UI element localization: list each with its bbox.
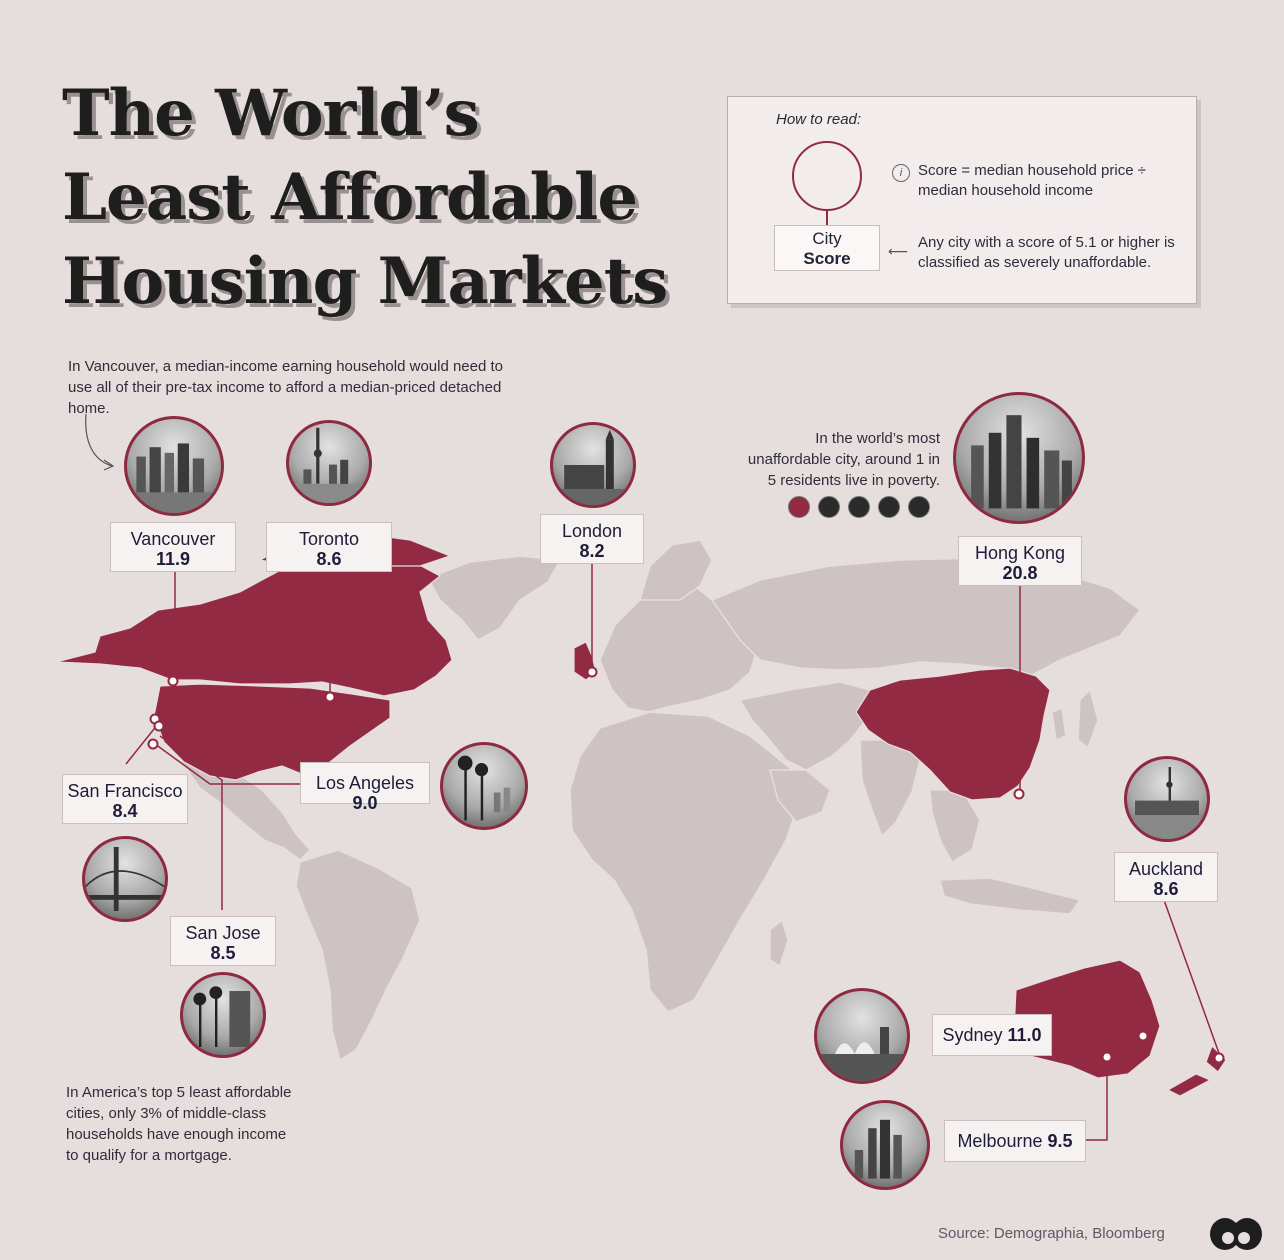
city-score: 8.2 (579, 541, 605, 561)
city-label-london: London 8.2 (540, 514, 644, 564)
city-label-toronto: Toronto 8.6 (266, 522, 392, 572)
madagascar-shape (769, 918, 789, 968)
city-name: San Francisco (67, 781, 183, 801)
city-name: Sydney (942, 1025, 1003, 1045)
arrow-left-icon: ⟵ (888, 243, 909, 259)
greenland-shape (426, 555, 562, 641)
city-label-vancouver: Vancouver 11.9 (110, 522, 236, 572)
india-shape (859, 739, 921, 838)
hongkong-photo (953, 392, 1085, 524)
city-name: Vancouver (130, 529, 216, 549)
southeast-asia-shape (929, 789, 981, 864)
city-name: Los Angeles (315, 773, 415, 793)
city-label-sanfrancisco: San Francisco 8.4 (62, 774, 188, 824)
scandinavia-shape (638, 539, 713, 601)
legend-photo-circle (792, 141, 862, 211)
city-name: Melbourne (957, 1131, 1043, 1151)
city-score: 8.6 (1153, 879, 1179, 899)
how-to-read-legend: How to read: City Score i Score = median… (727, 96, 1197, 304)
london-photo (550, 422, 636, 508)
city-name: Auckland (1128, 859, 1204, 879)
toronto-photo (286, 420, 372, 506)
person-icon (848, 496, 870, 518)
legend-definition: Score = median household price ÷ median … (918, 162, 1146, 199)
indonesia-shape (939, 877, 1082, 915)
city-name: London (561, 521, 623, 541)
vancouver-photo (124, 416, 224, 516)
city-name: Toronto (298, 529, 360, 549)
title-line-1: The World’s (62, 76, 480, 151)
city-score: 20.8 (1002, 563, 1038, 583)
africa-shape (569, 711, 801, 1013)
city-score: 11.9 (155, 549, 191, 569)
legend-threshold: Any city with a score of 5.1 or higher i… (918, 234, 1175, 271)
russia-shape (710, 557, 1142, 677)
middle-east-shape (738, 681, 871, 771)
vancouver-note: In Vancouver, a median-income earning ho… (68, 358, 504, 417)
japan-shape (1077, 688, 1099, 750)
city-label-sanjose: San Jose 8.5 (170, 916, 276, 966)
city-score: 8.6 (316, 549, 342, 569)
poverty-icons (788, 496, 938, 523)
hongkong-note: In the world’s most unaffordable city, a… (747, 430, 940, 489)
city-score: 8.5 (210, 943, 236, 963)
losangeles-photo (440, 742, 528, 830)
city-label-auckland: Auckland 8.6 (1114, 852, 1218, 902)
legend-city-box: City Score (774, 225, 880, 271)
legend-leader (826, 209, 828, 227)
sanjose-photo (180, 972, 266, 1058)
city-dots (147, 666, 1225, 1064)
melbourne-photo (840, 1100, 930, 1190)
south-america-shape (295, 849, 421, 1062)
legend-city-label: City (812, 229, 842, 248)
sanfrancisco-photo (82, 836, 168, 922)
sydney-photo (814, 988, 910, 1084)
visual-capitalist-logo-icon (1210, 1218, 1262, 1250)
land-masses (178, 539, 1142, 1062)
city-score: 11.0 (1007, 1025, 1042, 1045)
city-score: 9.0 (352, 793, 378, 813)
title-line-3: Housing Markets (62, 244, 668, 319)
city-label-hongkong: Hong Kong 20.8 (958, 536, 1082, 586)
page-title: The World’s Least Affordable Housing Mar… (62, 72, 668, 324)
city-score: 8.4 (112, 801, 138, 821)
person-icon (818, 496, 840, 518)
person-icon (878, 496, 900, 518)
info-icon: i (892, 164, 910, 182)
city-name: Hong Kong (974, 543, 1066, 563)
city-label-sydney: Sydney 11.0 (932, 1014, 1052, 1056)
source-credit: Source: Demographia, Bloomberg (938, 1225, 1165, 1242)
china-shape (855, 667, 1051, 801)
person-icon (788, 496, 810, 518)
canada-shape (55, 555, 453, 697)
note-arrow-icon (85, 413, 113, 467)
highlight-countries (55, 531, 1227, 1097)
city-name: San Jose (185, 923, 261, 943)
arabia-shape (769, 769, 831, 823)
korea-shape (1051, 706, 1067, 742)
city-score: 9.5 (1047, 1131, 1073, 1151)
america-note: In America’s top 5 least affordable citi… (66, 1084, 292, 1164)
person-icon (908, 496, 930, 518)
city-label-losangeles: Los Angeles 9.0 (300, 762, 430, 813)
auckland-photo (1124, 756, 1210, 842)
legend-heading: How to read: (776, 111, 862, 128)
legend-score-label: Score (803, 249, 851, 268)
title-line-2: Least Affordable (62, 160, 638, 235)
city-label-melbourne: Melbourne 9.5 (944, 1120, 1086, 1162)
